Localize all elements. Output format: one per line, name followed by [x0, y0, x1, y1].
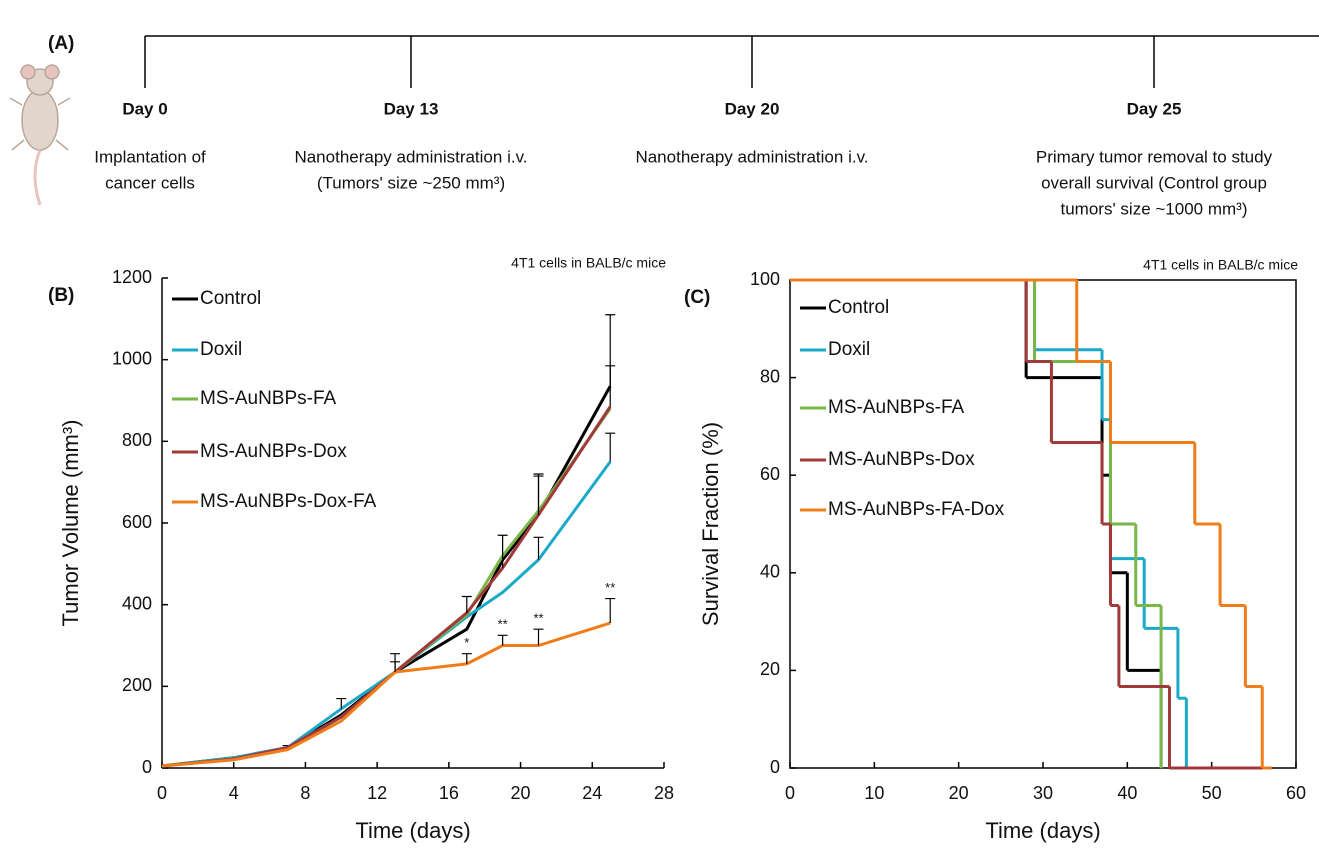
event-text: Nanotherapy administration i.v.	[294, 147, 527, 166]
day-label: Day 20	[725, 99, 780, 118]
x-tick-label: 20	[511, 783, 531, 803]
series-line	[161, 407, 612, 768]
error-bar	[497, 634, 508, 646]
day-label: Day 0	[122, 99, 167, 118]
x-axis-label: Time (days)	[355, 818, 470, 843]
error-bar	[336, 697, 347, 709]
significance-mark: **	[498, 617, 508, 632]
x-tick-label: 28	[654, 783, 674, 803]
x-tick-label: 8	[300, 783, 310, 803]
y-tick-label: 1000	[112, 348, 152, 368]
panel-label: (A)	[48, 33, 74, 54]
panel-label: (C)	[684, 287, 710, 308]
legend-label: MS-AuNBPs-Dox-FA	[200, 491, 377, 512]
y-tick-label: 1200	[112, 267, 152, 287]
error-bar	[533, 628, 544, 646]
event-text: Implantation of	[94, 147, 206, 166]
event-text: (Tumors' size ~250 mm³)	[317, 173, 505, 192]
x-tick-label: 24	[582, 783, 602, 803]
subtitle: 4T1 cells in BALB/c mice	[1143, 257, 1298, 273]
legend-label: Doxil	[828, 339, 870, 360]
y-tick-label: 100	[750, 269, 780, 289]
y-tick-label: 0	[770, 757, 780, 777]
error-bar	[605, 432, 616, 462]
y-tick-label: 60	[760, 464, 780, 484]
y-tick-label: 800	[122, 430, 152, 450]
x-tick-label: 50	[1202, 783, 1222, 803]
error-bar	[605, 365, 616, 409]
error-bar	[390, 653, 401, 673]
day-label: Day 13	[384, 99, 439, 118]
y-tick-label: 0	[142, 757, 152, 777]
mouse-icon	[9, 64, 71, 206]
event-text: overall survival (Control group	[1041, 173, 1267, 192]
error-bar	[497, 534, 508, 568]
x-tick-label: 60	[1286, 783, 1306, 803]
subtitle: 4T1 cells in BALB/c mice	[511, 255, 666, 271]
y-tick-label: 400	[122, 593, 152, 613]
y-axis-label: Tumor Volume (mm³)	[58, 420, 83, 627]
event-text: Primary tumor removal to study	[1036, 147, 1273, 166]
x-tick-label: 30	[1033, 783, 1053, 803]
legend-label: Doxil	[200, 339, 242, 360]
x-tick-label: 0	[157, 783, 167, 803]
legend-label: MS-AuNBPs-Dox	[200, 441, 347, 462]
legend-label: MS-AuNBPs-FA	[200, 388, 337, 409]
panel-label: (B)	[48, 285, 74, 306]
y-tick-label: 20	[760, 659, 780, 679]
x-axis-label: Time (days)	[985, 818, 1100, 843]
error-bar	[461, 595, 472, 613]
event-text: cancer cells	[105, 173, 195, 192]
x-tick-label: 20	[949, 783, 969, 803]
x-tick-label: 12	[367, 783, 387, 803]
x-tick-label: 10	[864, 783, 884, 803]
y-axis-label: Survival Fraction (%)	[698, 422, 723, 626]
legend-label: MS-AuNBPs-FA	[828, 397, 965, 418]
error-bar	[605, 597, 616, 624]
error-bar	[533, 536, 544, 560]
significance-mark: *	[464, 635, 469, 650]
error-bar	[461, 653, 472, 664]
significance-mark: **	[533, 611, 543, 626]
y-tick-label: 40	[760, 562, 780, 582]
series-line	[161, 621, 611, 768]
error-bar	[533, 473, 544, 515]
y-tick-label: 200	[122, 675, 152, 695]
y-tick-label: 80	[760, 366, 780, 386]
y-tick-label: 600	[122, 512, 152, 532]
x-tick-label: 4	[229, 783, 239, 803]
event-text: tumors' size ~1000 mm³)	[1061, 199, 1248, 218]
x-tick-label: 40	[1117, 783, 1137, 803]
legend-label: Control	[828, 297, 889, 318]
significance-mark: **	[605, 580, 615, 595]
legend-label: MS-AuNBPs-Dox	[828, 449, 975, 470]
day-label: Day 25	[1127, 99, 1182, 118]
legend-label: MS-AuNBPs-FA-Dox	[828, 499, 1005, 520]
event-text: Nanotherapy administration i.v.	[635, 147, 868, 166]
x-tick-label: 16	[439, 783, 459, 803]
legend-label: Control	[200, 288, 261, 309]
x-tick-label: 0	[785, 783, 795, 803]
